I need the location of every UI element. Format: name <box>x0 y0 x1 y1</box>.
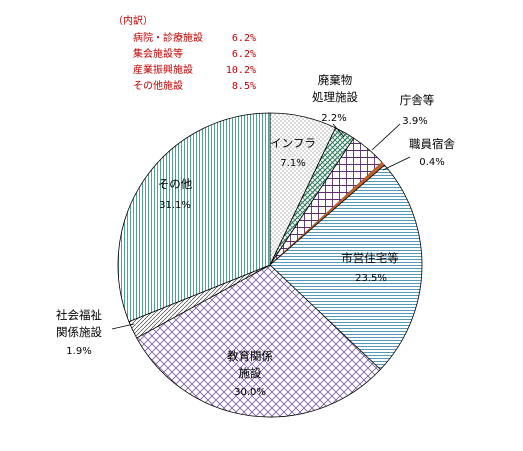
slice-label: 職員宿舎 <box>409 137 455 151</box>
slice-label: 社会福祉 <box>56 308 102 322</box>
slice-label: 施設 <box>239 366 262 380</box>
slice-percent: 30.0% <box>234 387 266 398</box>
slice-percent: 2.2% <box>321 113 346 124</box>
breakdown-item-value: 6.2% <box>232 33 256 44</box>
slice-label: 庁舎等 <box>400 93 435 107</box>
breakdown-heading: （内訳） <box>113 14 153 27</box>
breakdown-item-value: 6.2% <box>232 49 256 60</box>
slice-label: 市営住宅等 <box>341 251 399 265</box>
slice-label: 廃棄物 <box>318 73 353 87</box>
pie-slice <box>136 264 381 418</box>
slice-percent: 23.5% <box>355 273 387 284</box>
breakdown-item-label: 集会施設等 <box>133 47 183 60</box>
pie-slice <box>269 164 423 371</box>
pie-slice <box>117 112 271 323</box>
slice-percent: 7.1% <box>280 158 305 169</box>
breakdown-note: （内訳） 病院・診療施設 6.2% 集会施設等 6.2% 産業振興施設 10.2% その他施設… <box>113 14 256 92</box>
slice-percent: 1.9% <box>66 346 91 357</box>
slice-label: インフラ <box>270 136 316 150</box>
slice-label: 処理施設 <box>312 90 358 104</box>
slice-label: 関係施設 <box>56 325 102 339</box>
breakdown-item-label: 病院・診療施設 <box>133 31 203 44</box>
slice-label: その他 <box>158 177 193 191</box>
breakdown-item-label: その他施設 <box>133 79 183 92</box>
slice-percent: 0.4% <box>419 157 444 168</box>
breakdown-item-value: 10.2% <box>226 65 256 76</box>
leader-lines <box>111 123 411 330</box>
leader-line <box>371 123 401 151</box>
leader-line <box>332 123 345 138</box>
breakdown-item-label: 産業振興施設 <box>133 63 193 76</box>
leader-line <box>111 323 135 330</box>
slice-label: 教育関係 <box>227 349 273 363</box>
slice-percent: 31.1% <box>159 200 191 211</box>
breakdown-item-value: 8.5% <box>232 81 256 92</box>
leader-line <box>382 156 411 171</box>
slice-percent: 3.9% <box>402 116 427 127</box>
pie-slices <box>117 112 423 418</box>
